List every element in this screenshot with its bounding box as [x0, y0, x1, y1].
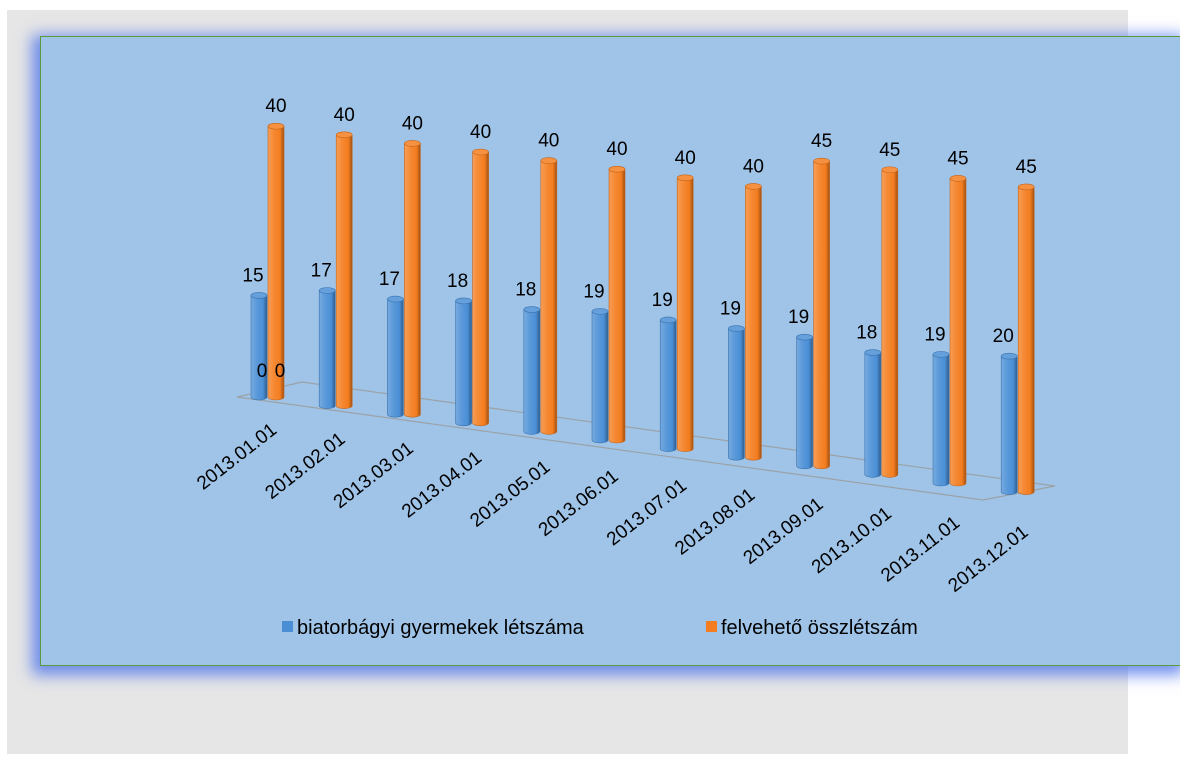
bar-children-top [523, 306, 541, 313]
value-label-children: 19 [788, 307, 809, 328]
bar-capacity-top [949, 175, 967, 182]
value-label-children: 18 [856, 323, 877, 344]
bar-capacity [676, 177, 694, 452]
bar-capacity-top [404, 140, 421, 147]
value-label-capacity: 45 [947, 148, 968, 169]
bar-children [591, 311, 609, 444]
bar-children [387, 298, 404, 418]
legend-label: felvehető összlétszám [721, 617, 918, 639]
value-label-capacity: 40 [334, 105, 355, 126]
bar-capacity [745, 186, 762, 461]
bar-children [250, 295, 268, 401]
bar-capacity [1017, 186, 1035, 495]
bar-children [1000, 355, 1018, 495]
bar-capacity-top [472, 148, 489, 156]
value-label-capacity: 45 [879, 140, 900, 161]
bar-children-top [659, 316, 677, 324]
floor-label: 0 [257, 361, 268, 382]
bar-capacity-top [608, 165, 626, 173]
bar-children-top [455, 297, 472, 305]
value-label-children: 18 [515, 280, 536, 301]
value-label-capacity: 40 [743, 156, 764, 177]
bar-capacity [472, 151, 489, 427]
bar-children-top [728, 325, 745, 332]
bar-capacity [608, 168, 626, 444]
legend-swatch [706, 621, 717, 632]
bar-capacity-top [1017, 183, 1035, 191]
value-label-children: 17 [311, 261, 332, 282]
value-label-capacity: 40 [606, 139, 627, 160]
value-label-capacity: 40 [265, 96, 286, 117]
bar-capacity [813, 160, 830, 470]
value-label-capacity: 40 [675, 148, 696, 169]
bar-capacity-top [813, 157, 830, 165]
bar-capacity [404, 143, 421, 418]
bar-children-top [591, 308, 609, 315]
bar-children [796, 336, 813, 470]
value-label-capacity: 40 [538, 131, 559, 152]
bar-children [523, 309, 541, 435]
value-label-children: 20 [993, 326, 1014, 347]
value-label-children: 18 [447, 271, 468, 292]
bar-children-top [796, 333, 813, 341]
bar-children [932, 354, 950, 487]
bar-capacity [267, 125, 285, 401]
value-label-children: 19 [720, 299, 741, 320]
bar-capacity-top [745, 183, 762, 190]
bar-children-top [387, 295, 404, 303]
value-label-capacity: 40 [402, 113, 423, 134]
bar-capacity [881, 169, 899, 478]
bar-children-top [1000, 352, 1018, 360]
bar-capacity [335, 134, 353, 409]
bar-children [728, 328, 745, 461]
value-label-capacity: 45 [811, 131, 832, 152]
bar-capacity [540, 160, 558, 435]
bar-capacity-top [267, 122, 285, 130]
value-label-capacity: 40 [470, 122, 491, 143]
floor-label: 0 [275, 361, 286, 382]
bar-children [318, 290, 336, 409]
value-label-children: 19 [924, 324, 945, 345]
bar-children-top [318, 287, 336, 294]
bar-children-top [864, 349, 882, 356]
bar-capacity-top [540, 157, 558, 164]
value-label-children: 17 [379, 269, 400, 290]
legend-swatch [282, 621, 293, 632]
bar-children [455, 300, 472, 427]
value-label-children: 15 [242, 265, 263, 286]
bar-children-top [932, 351, 950, 358]
value-label-children: 19 [652, 290, 673, 311]
bar-children [864, 352, 882, 478]
legend-label: biatorbágyi gyermekek létszáma [297, 617, 585, 639]
value-label-children: 19 [583, 281, 604, 302]
value-label-capacity: 45 [1016, 157, 1037, 178]
bar-children-top [250, 292, 268, 299]
bar-children [659, 319, 677, 452]
bar-capacity [949, 178, 967, 487]
bar-capacity-top [881, 166, 899, 174]
bar-capacity-top [676, 174, 694, 182]
bar-capacity-top [335, 131, 353, 139]
